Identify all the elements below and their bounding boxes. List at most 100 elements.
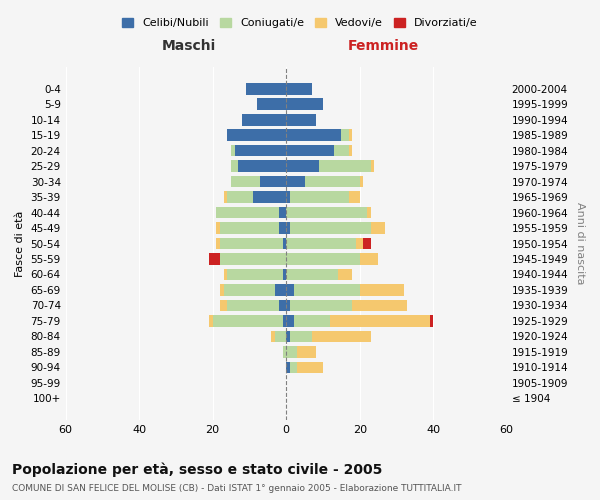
Bar [271, 330, 286, 342]
Bar [231, 145, 286, 156]
Bar [246, 83, 286, 94]
Bar [246, 83, 286, 94]
Bar [286, 130, 352, 141]
Y-axis label: Anni di nascita: Anni di nascita [575, 202, 585, 285]
Legend: Celibi/Nubili, Coniugati/e, Vedovi/e, Divorziati/e: Celibi/Nubili, Coniugati/e, Vedovi/e, Di… [118, 13, 482, 32]
Bar [286, 176, 360, 188]
Bar [279, 207, 286, 218]
Bar [231, 145, 286, 156]
Bar [286, 284, 360, 296]
Bar [209, 315, 286, 326]
Bar [286, 268, 352, 280]
Bar [275, 330, 286, 342]
Bar [286, 346, 316, 358]
Bar [286, 362, 323, 373]
Bar [224, 268, 286, 280]
Bar [286, 300, 290, 311]
Bar [286, 145, 334, 156]
Bar [209, 315, 286, 326]
Text: COMUNE DI SAN FELICE DEL MOLISE (CB) - Dati ISTAT 1° gennaio 2005 - Elaborazione: COMUNE DI SAN FELICE DEL MOLISE (CB) - D… [12, 484, 461, 493]
Y-axis label: Fasce di età: Fasce di età [15, 210, 25, 276]
Bar [286, 130, 352, 141]
Bar [283, 346, 286, 358]
Bar [231, 176, 286, 188]
Bar [217, 207, 286, 218]
Bar [231, 160, 286, 172]
Bar [286, 346, 297, 358]
Bar [286, 160, 319, 172]
Bar [286, 284, 404, 296]
Bar [286, 192, 360, 203]
Text: Maschi: Maschi [162, 39, 216, 53]
Bar [279, 300, 286, 311]
Bar [231, 145, 286, 156]
Text: Femmine: Femmine [347, 39, 419, 53]
Bar [238, 160, 286, 172]
Bar [257, 98, 286, 110]
Bar [286, 192, 349, 203]
Bar [286, 145, 352, 156]
Bar [286, 98, 323, 110]
Bar [220, 300, 286, 311]
Bar [286, 253, 378, 265]
Bar [286, 114, 316, 126]
Bar [217, 207, 286, 218]
Bar [286, 330, 371, 342]
Bar [286, 253, 360, 265]
Bar [286, 362, 323, 373]
Bar [271, 330, 286, 342]
Bar [227, 268, 286, 280]
Bar [286, 268, 352, 280]
Bar [283, 346, 286, 358]
Bar [286, 362, 297, 373]
Bar [253, 192, 286, 203]
Bar [286, 176, 364, 188]
Bar [220, 253, 286, 265]
Bar [286, 284, 293, 296]
Bar [257, 98, 286, 110]
Bar [286, 300, 352, 311]
Bar [283, 238, 286, 250]
Bar [286, 130, 341, 141]
Bar [286, 315, 293, 326]
Bar [286, 238, 364, 250]
Bar [286, 160, 374, 172]
Bar [220, 238, 286, 250]
Bar [242, 114, 286, 126]
Bar [286, 98, 323, 110]
Bar [275, 284, 286, 296]
Bar [286, 284, 404, 296]
Bar [286, 300, 407, 311]
Bar [286, 346, 316, 358]
Bar [286, 98, 323, 110]
Bar [279, 222, 286, 234]
Bar [286, 315, 331, 326]
Bar [286, 330, 371, 342]
Bar [242, 114, 286, 126]
Bar [217, 207, 286, 218]
Bar [242, 114, 286, 126]
Bar [224, 268, 286, 280]
Bar [217, 222, 286, 234]
Bar [286, 176, 364, 188]
Bar [217, 238, 286, 250]
Bar [231, 160, 286, 172]
Bar [286, 315, 430, 326]
Bar [246, 83, 286, 94]
Bar [231, 160, 286, 172]
Bar [220, 253, 286, 265]
Bar [286, 207, 367, 218]
Bar [283, 268, 286, 280]
Bar [286, 207, 371, 218]
Bar [286, 160, 374, 172]
Bar [286, 330, 290, 342]
Bar [224, 284, 286, 296]
Bar [286, 222, 385, 234]
Bar [257, 98, 286, 110]
Bar [260, 176, 286, 188]
Bar [220, 222, 286, 234]
Bar [227, 130, 286, 141]
Bar [286, 83, 312, 94]
Bar [231, 176, 286, 188]
Bar [224, 192, 286, 203]
